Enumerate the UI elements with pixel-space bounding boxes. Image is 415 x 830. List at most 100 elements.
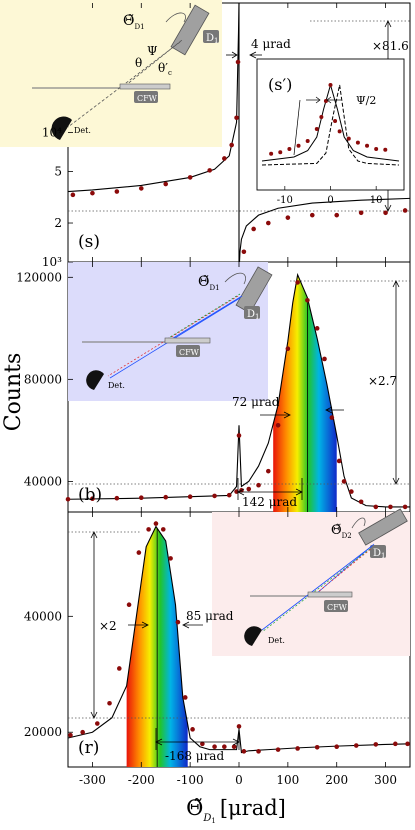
data-point: [334, 744, 340, 750]
inset-annotation: Ψ/2: [356, 94, 376, 107]
inset-data-point: [374, 147, 379, 151]
data-point: [70, 192, 76, 198]
panel-label-r: (r): [78, 738, 99, 758]
theta-prime-sub: c: [168, 69, 172, 77]
x-tick-label: 200: [325, 773, 348, 787]
data-point: [90, 496, 95, 502]
data-point: [226, 492, 232, 498]
panel-label-s: (s): [78, 232, 100, 252]
data-point: [349, 489, 354, 494]
y-tick-label: 40000: [24, 474, 62, 488]
crystal-b-label: D: [247, 309, 255, 320]
schematic-s: D1 Θ̃D1 CFW Ψ θ θ′c Det.: [0, 0, 222, 147]
schematic-b: D1 Θ̃D1 CFW Det.: [68, 262, 273, 401]
data-point: [114, 189, 120, 194]
data-point: [138, 495, 144, 501]
rotation-arrow-b-icon: [224, 272, 246, 285]
data-point: [207, 168, 212, 173]
data-point: [402, 208, 408, 213]
y-tick-label: 20000: [24, 725, 62, 739]
data-point: [117, 666, 122, 671]
annotations-r: [90, 531, 240, 750]
det-label: Det.: [74, 126, 91, 135]
inset-data-point: [328, 83, 333, 87]
inset-data-point: [287, 147, 292, 151]
y-tick-label: 2: [54, 216, 62, 230]
data-point: [138, 186, 144, 191]
data-point: [275, 422, 281, 428]
data-point: [336, 458, 342, 464]
svg-text:D1: D1: [247, 309, 260, 321]
crystal-d1-icon: [170, 4, 210, 56]
inset-data-point: [383, 147, 388, 152]
crystal-label-bg: [203, 30, 219, 43]
data-point: [212, 744, 217, 750]
inset-data-point: [278, 150, 283, 155]
rotation-arrow-r-icon: [351, 517, 366, 529]
x-axis-label-sub: D: [202, 813, 211, 824]
x-tick-label: 0: [235, 773, 243, 787]
crystal-r-label: D: [373, 548, 381, 559]
data-point: [393, 741, 398, 747]
inset-x-tick-label: -10: [277, 195, 293, 206]
inset-x-tick-label: 0: [327, 195, 333, 206]
cfw-label: CFW: [137, 94, 158, 103]
y-tick-label: 40000: [24, 609, 62, 623]
rotation-arrow-icon: [165, 12, 186, 23]
y-axis-label: Counts: [1, 353, 26, 432]
data-point: [305, 297, 310, 303]
data-point: [126, 602, 132, 608]
data-point: [314, 744, 320, 750]
y-tick-label: 10³: [42, 255, 62, 269]
data-point: [275, 747, 281, 752]
shift-annotation-b: 142 μrad: [242, 495, 297, 509]
det-r-label: Det.: [268, 636, 285, 645]
data-point: [212, 493, 217, 499]
inset-data-point: [296, 143, 301, 148]
theta-tilde-r-sub: D2: [342, 532, 352, 540]
theta-tilde-label: Θ̃: [123, 13, 134, 29]
data-point: [222, 156, 227, 161]
shift-annotation-r: -168 μrad: [165, 749, 224, 763]
inset-data-point: [305, 139, 310, 143]
inset-data-point: [346, 136, 351, 141]
factor-annotation-b: ×2.7: [368, 374, 397, 388]
detector-b-icon: [86, 370, 104, 390]
data-point: [388, 504, 393, 510]
data-point: [163, 494, 169, 500]
data-point: [65, 496, 71, 502]
cfw-r-label: CFW: [327, 603, 348, 612]
data-point: [334, 212, 340, 218]
data-point: [314, 326, 320, 331]
factor-annotation-s: ×81.6: [372, 39, 409, 53]
data-point: [153, 521, 159, 526]
factor-annotation-r: ×2: [99, 619, 117, 633]
data-point: [160, 527, 166, 532]
crystal-d1-r-icon: [358, 508, 408, 546]
y-tick-label: 80000: [24, 372, 62, 386]
theta-label: θ: [135, 56, 142, 70]
svg-text:Θ̃D1: Θ̃D1: [198, 274, 220, 292]
schematic-r: D1 Θ̃D2 CFW Det.: [212, 508, 410, 656]
data-point: [168, 556, 173, 561]
svg-text:Θ̃D1[μrad]: Θ̃D1 [μrad]: [186, 796, 286, 825]
svg-text:Θ̃D1: Θ̃D1: [123, 13, 145, 31]
annotations-b: [237, 280, 400, 500]
svg-text:Θ̃D2: Θ̃D2: [331, 523, 352, 540]
data-point: [266, 468, 271, 474]
cfw-label-bg: [134, 91, 158, 103]
data-point: [405, 741, 410, 747]
width-annotation-r: 85 μrad: [186, 609, 234, 623]
data-point: [146, 527, 151, 532]
data-point: [266, 220, 271, 226]
data-point: [182, 695, 188, 700]
x-tick-label: 100: [276, 773, 299, 787]
data-point: [295, 280, 300, 285]
inset-x-tick-label: 10: [370, 195, 383, 206]
inset-data-point: [365, 143, 370, 148]
x-tick-label: -200: [128, 773, 155, 787]
data-point: [241, 749, 247, 754]
cfw-b-label: CFW: [179, 348, 200, 357]
data-point: [231, 744, 237, 750]
data-point: [114, 495, 120, 501]
